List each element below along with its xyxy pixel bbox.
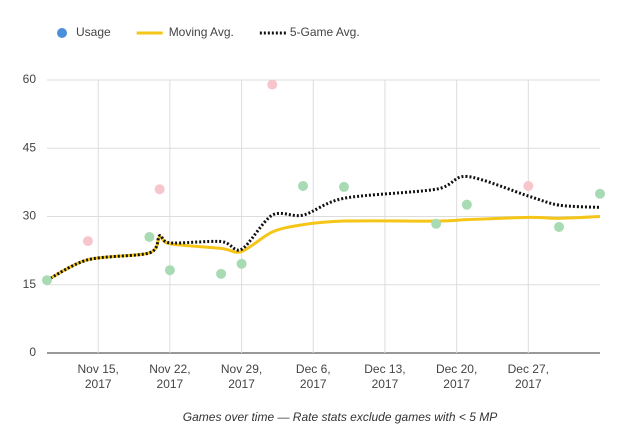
legend-label: Usage [76,25,111,39]
moving-avg-line [46,215,601,282]
usage-point [595,188,605,199]
usage-point [144,231,155,242]
usage-point [154,184,165,195]
usage-point [42,275,52,286]
x-tick-label: Nov 15, 2017 [77,362,119,391]
legend-label: Moving Avg. [169,25,234,39]
y-tick-label: 60 [23,72,37,86]
y-tick-label: 15 [23,277,37,291]
x-tick-label: Dec 13, 2017 [364,362,406,391]
usage-point [431,218,442,229]
five-game-avg-line [46,174,601,282]
usage-point [338,181,349,192]
usage-point [82,236,93,247]
usage-point [164,265,175,276]
x-tick-label: Dec 20, 2017 [435,362,478,391]
usage-point [298,181,309,192]
x-axis-label: Games over time — Rate stats exclude gam… [183,410,497,424]
usage-point [554,221,565,232]
x-tick-label: Dec 6, 2017 [295,362,331,391]
usage-point [236,258,247,269]
y-tick-label: 45 [23,140,37,154]
usage-point [216,268,227,279]
y-tick-label: 0 [29,345,36,359]
x-tick-label: Nov 29, 2017 [220,362,263,391]
x-tick-label: Nov 22, 2017 [149,362,191,391]
usage-point [461,199,472,210]
legend-label: 5-Game Avg. [290,25,360,39]
usage-point [523,181,534,192]
usage-point [267,79,278,90]
x-tick-label: Dec 27, 2017 [507,362,549,391]
y-tick-label: 30 [23,209,37,223]
legend-marker [57,28,67,38]
